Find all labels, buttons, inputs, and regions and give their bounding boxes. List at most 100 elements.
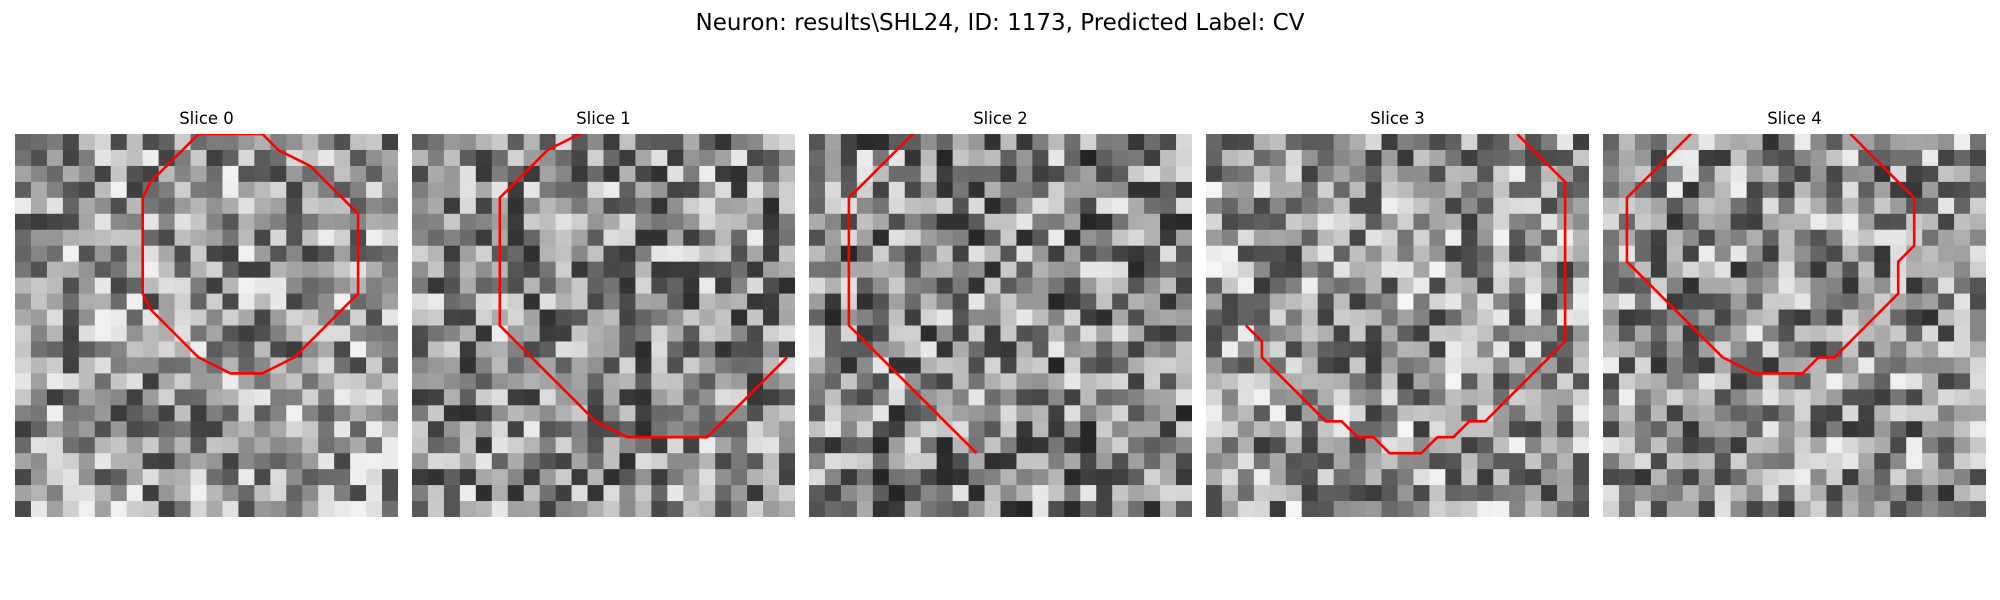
pixel [1762,469,1780,486]
pixel [523,325,541,343]
pixel [174,405,192,422]
pixel [1794,389,1812,406]
pixel [1365,325,1383,343]
pixel [174,213,192,231]
pixel [1317,453,1335,470]
pixel [731,134,748,151]
pixel [1048,405,1065,422]
pixel [1221,213,1239,231]
pixel [78,261,96,279]
pixel [30,341,48,359]
pixel [1746,389,1764,406]
pixel [94,245,112,263]
pixel [1746,501,1764,517]
pixel [523,405,541,422]
pixel [491,389,509,406]
pixel [1349,229,1367,247]
pixel [1746,453,1764,470]
pixel [1826,389,1843,406]
pixel [539,469,557,486]
pixel [1746,277,1764,295]
pixel [1698,389,1716,406]
pixel [555,373,573,390]
pixel [523,134,541,151]
pixel [651,357,668,374]
pixel [539,341,557,359]
pixel [1032,469,1049,486]
pixel [715,501,732,517]
pixel [270,309,287,327]
pixel [1938,469,1955,486]
contour-line [141,134,360,375]
pixel [1128,181,1145,199]
pixel [110,485,128,502]
pixel [238,389,255,406]
pixel [1778,229,1796,247]
pixel [523,453,541,470]
pixel [1461,293,1478,311]
pixel [507,341,525,359]
pixel [1096,485,1113,502]
pixel [779,405,795,422]
pixel [1525,341,1542,359]
pixel [507,309,525,327]
pixel [1906,165,1923,183]
pixel [443,293,461,311]
pixel [238,405,255,422]
pixel [779,213,795,231]
pixel [667,341,684,359]
pixel [366,197,383,215]
pixel [382,421,398,438]
pixel [1525,389,1542,406]
pixel [1461,197,1478,215]
pixel [427,293,445,311]
pixel [667,309,684,327]
pixel [1301,325,1319,343]
pixel [571,309,589,327]
pixel [366,261,383,279]
pixel [1221,357,1239,374]
pixel [1080,437,1097,454]
pixel [635,405,652,422]
pixel [1477,134,1494,151]
pixel [1112,149,1129,167]
pixel [206,341,224,359]
pixel [443,373,461,390]
pixel [318,373,335,390]
pixel [1682,421,1700,438]
pixel [1365,373,1383,390]
pixel [1970,341,1986,359]
pixel [507,373,525,390]
pixel [1714,373,1732,390]
pixel [1603,293,1620,311]
pixel [318,357,335,374]
pixel [1080,309,1097,327]
pixel [286,373,303,390]
pixel [190,229,208,247]
pixel [318,453,335,470]
pixel [715,245,732,263]
pixel [523,389,541,406]
pixel [412,501,429,517]
pixel [1176,501,1192,517]
pixel [1794,165,1812,183]
pixel [1000,325,1018,343]
pixel [763,165,780,183]
pixel [222,165,240,183]
pixel [1413,213,1431,231]
pixel [222,149,240,167]
pixel [238,181,255,199]
pixel [334,469,351,486]
pixel [936,261,954,279]
pixel [459,229,477,247]
pixel [286,165,303,183]
pixel [1682,229,1700,247]
pixel [254,149,271,167]
pixel [1237,405,1255,422]
pixel [1016,197,1034,215]
pixel [1762,134,1780,151]
pixel [1746,421,1764,438]
pixel [491,165,509,183]
pixel [1826,469,1843,486]
pixel [587,165,605,183]
